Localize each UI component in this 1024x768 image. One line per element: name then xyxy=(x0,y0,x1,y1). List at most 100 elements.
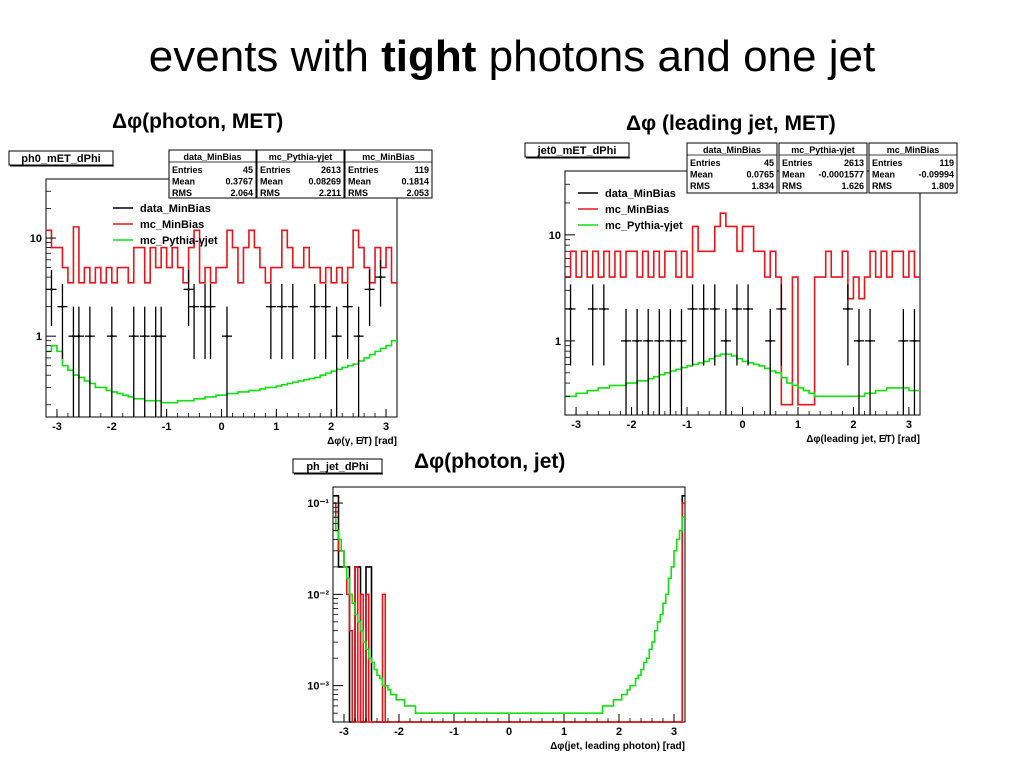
data-point xyxy=(128,306,139,417)
legend-label: data_MinBias xyxy=(140,203,211,215)
stats-box: mc_Pythia-γjet Entries 2613 Mean -0.0001577 R… xyxy=(778,142,868,194)
data-point-marker xyxy=(602,307,606,311)
x-tick-label: 0 xyxy=(506,726,512,738)
stats-box-title: data_MinBias xyxy=(183,152,241,162)
x-tick-label: -1 xyxy=(449,726,459,738)
y-tick-label: 10 xyxy=(549,230,561,242)
data-point xyxy=(189,283,200,359)
stats-box-title: mc_Pythia-γjet xyxy=(791,145,855,155)
data-point xyxy=(353,306,364,417)
data-point xyxy=(73,306,84,417)
data-point xyxy=(698,284,709,366)
stats-box-frame xyxy=(868,142,958,194)
y-tick-label: 10⁻¹ xyxy=(307,498,329,510)
stats-row-label: Mean xyxy=(872,170,895,180)
data-point-marker xyxy=(746,307,750,311)
data-point-marker xyxy=(110,334,114,338)
data-point xyxy=(106,306,117,417)
data-point-marker xyxy=(868,339,872,343)
stats-row-value: 0.0765 xyxy=(746,170,774,180)
data-point xyxy=(865,308,876,415)
data-point xyxy=(205,283,216,359)
x-tick-label: -2 xyxy=(627,419,637,431)
hist-name-label: ph_jet_dPhi xyxy=(306,461,368,473)
stats-box-title: mc_MinBias xyxy=(887,145,940,155)
chart-caption-jet-met: Δφ (leading jet, MET) xyxy=(626,112,836,135)
data-point-marker xyxy=(724,339,728,343)
data-point-marker xyxy=(379,275,382,279)
legend-label: mc_MinBias xyxy=(605,204,669,216)
data-point-marker xyxy=(780,307,783,311)
data-point-marker xyxy=(357,334,360,338)
legend-entry: mc_Pythia-γjet xyxy=(578,220,683,232)
data-point xyxy=(709,284,720,366)
stats-row-label: Entries xyxy=(782,158,813,168)
x-axis-label: Δφ(leading jet, E̸T) [rad] xyxy=(806,433,920,445)
data-point xyxy=(375,259,386,307)
x-tick-label: 1 xyxy=(273,421,279,433)
data-point-marker xyxy=(846,307,850,311)
data-point-marker xyxy=(77,334,81,338)
plot-frame xyxy=(45,178,398,418)
stats-row-label: Mean xyxy=(782,170,805,180)
data-point-marker xyxy=(209,305,212,308)
chart-panel-0: ph0_mET_dPhi -3 -2 -1 0 1 2 3 1 10 Δφ(γ, E̸T) [rad… xyxy=(8,149,433,447)
data-point xyxy=(565,284,576,366)
stats-row-value: 2.064 xyxy=(230,188,253,198)
data-point-marker xyxy=(291,305,295,308)
data-point-marker xyxy=(569,307,572,311)
x-tick-label: 0 xyxy=(218,421,224,433)
stats-box-frame xyxy=(168,149,257,199)
data-point-marker xyxy=(713,307,717,311)
data-point-marker xyxy=(313,305,317,308)
data-point xyxy=(200,283,211,359)
stats-box-title: mc_MinBias xyxy=(362,152,415,162)
stats-box-title: mc_Pythia-γjet xyxy=(269,152,333,162)
x-tick-label: 1 xyxy=(795,419,801,431)
stats-row-label: RMS xyxy=(260,188,280,198)
stats-box: mc_Pythia-γjet Entries 2613 Mean 0.08269 RMS 2… xyxy=(256,149,345,199)
hist-name-box xyxy=(524,142,630,158)
data-point xyxy=(632,308,643,415)
data-point xyxy=(265,283,276,359)
data-point-marker xyxy=(902,339,905,343)
stats-row-value: 45 xyxy=(243,165,253,175)
data-point-marker xyxy=(143,334,147,338)
x-axis-label: Δφ(jet, leading photon) [rad] xyxy=(550,741,685,752)
data-point xyxy=(654,308,665,415)
legend-label: data_MinBias xyxy=(605,188,676,200)
stats-row-label: RMS xyxy=(348,188,368,198)
data-point xyxy=(643,308,654,415)
data-point xyxy=(320,283,331,359)
x-tick-label: 3 xyxy=(906,419,912,431)
x-tick-label: 3 xyxy=(383,421,389,433)
data-point-marker xyxy=(324,305,328,308)
data-point-marker xyxy=(591,307,595,311)
stats-row-value: 2.211 xyxy=(319,188,341,198)
x-axis-label: Δφ(γ, E̸T) [rad] xyxy=(327,435,397,447)
data-point-marker xyxy=(702,307,705,311)
data-point xyxy=(909,308,920,415)
data-point-marker xyxy=(669,339,672,343)
x-tick-label: -1 xyxy=(162,421,172,433)
stats-row-value: -0.09994 xyxy=(918,170,954,180)
data-point-marker xyxy=(192,305,196,308)
data-point xyxy=(598,284,609,366)
stats-row-value: 2613 xyxy=(321,165,341,175)
y-tick-label: 10 xyxy=(30,233,42,245)
chart-panel-2: ph_jet_dPhi -3 -2 -1 0 1 2 3 10⁻³ 10⁻² 10⁻¹ Δφ(jet,… xyxy=(292,458,686,752)
data-point xyxy=(676,308,687,415)
data-point xyxy=(621,308,632,415)
stats-row-label: RMS xyxy=(872,181,892,191)
data-point xyxy=(587,284,598,366)
data-point-marker xyxy=(88,334,92,338)
series-mc-MinBias xyxy=(333,502,685,723)
y-tick-label: 1 xyxy=(555,336,561,348)
x-tick-label: -2 xyxy=(394,726,404,738)
data-point xyxy=(364,269,375,327)
data-point-marker xyxy=(335,334,338,338)
data-point xyxy=(221,306,232,417)
stats-box-frame xyxy=(256,149,345,199)
stats-row-label: Mean xyxy=(690,170,713,180)
